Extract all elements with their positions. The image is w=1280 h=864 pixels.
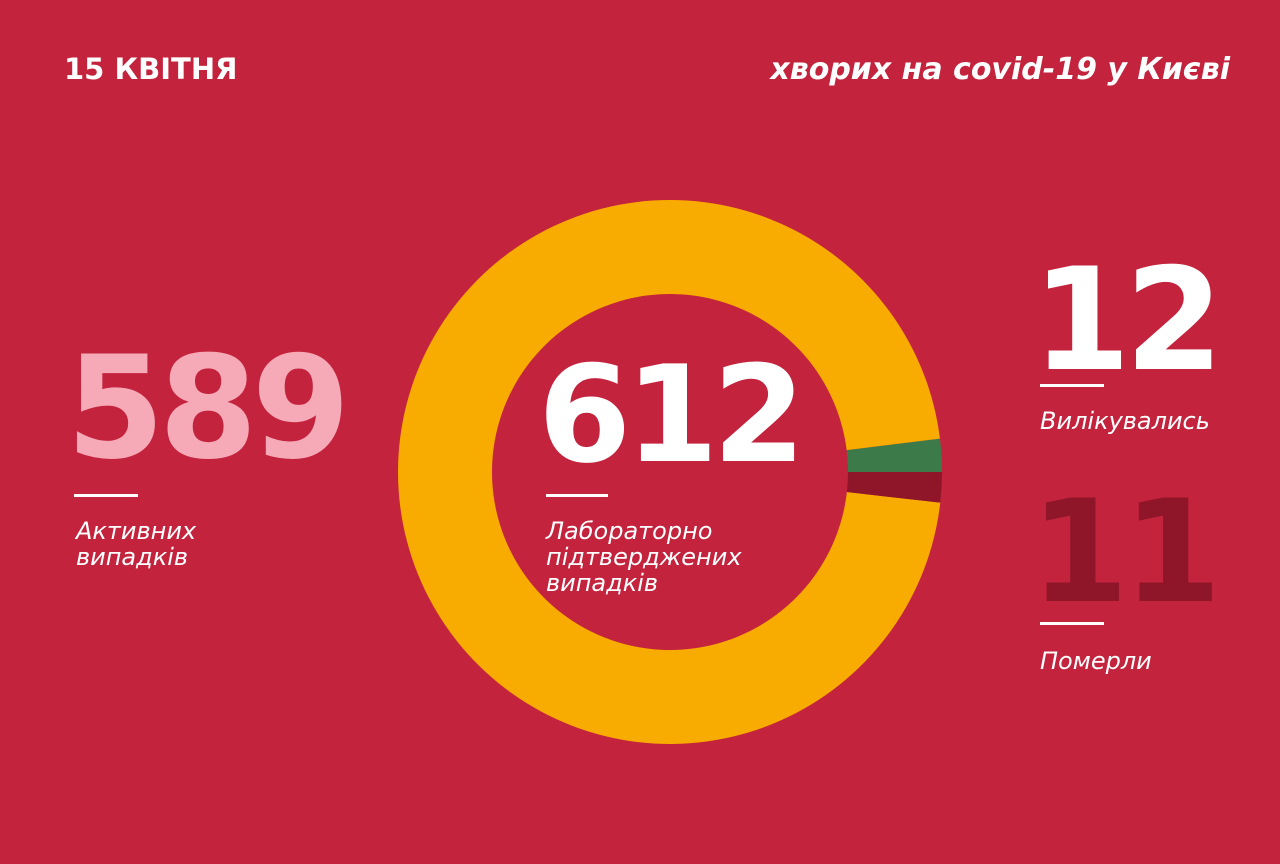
donut-slice-589 [398, 200, 941, 745]
active-divider [74, 494, 138, 497]
active-cases-value: 589 [66, 326, 350, 491]
deaths-label: Померли [1040, 647, 1152, 675]
date-label: 15 КВІТНЯ [64, 52, 238, 86]
active-label-line1: Активних [76, 517, 197, 545]
recovered-divider [1040, 384, 1104, 387]
donut-chart [398, 200, 942, 745]
confirmed-cases-value: 612 [538, 337, 806, 493]
confirmed-divider [546, 494, 608, 497]
active-cases-label: Активних випадків [76, 518, 196, 570]
recovered-label: Вилікувались [1040, 407, 1210, 435]
confirmed-label-line1: Лабораторно [546, 517, 713, 545]
donut-slice-12 [846, 438, 942, 472]
confirmed-label-line2: підтверджених [546, 543, 742, 571]
confirmed-cases-label: Лабораторно підтверджених випадків [546, 518, 742, 596]
recovered-value: 12 [1032, 238, 1224, 403]
page-title: хворих на covid-19 у Києві [770, 52, 1230, 87]
deaths-divider [1040, 622, 1104, 625]
deaths-value: 11 [1030, 470, 1222, 635]
confirmed-label-line3: випадків [546, 569, 659, 597]
active-label-line2: випадків [76, 543, 189, 571]
donut-slice-11 [846, 472, 942, 503]
